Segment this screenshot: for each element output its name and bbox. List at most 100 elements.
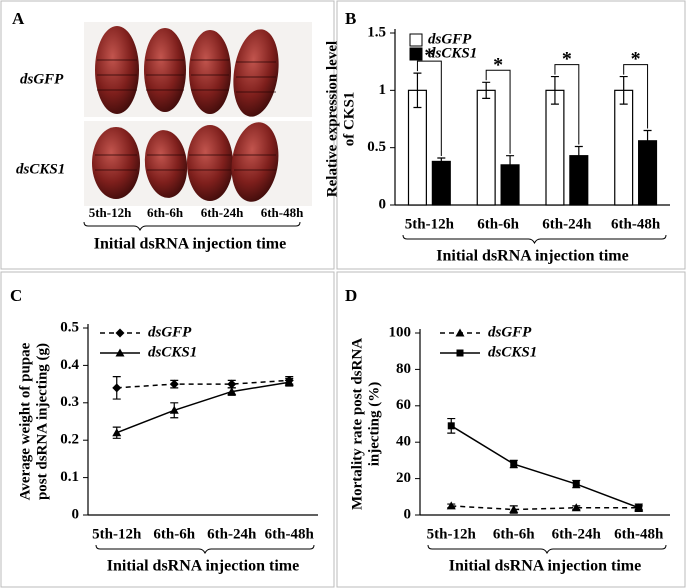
significance-bracket [623, 64, 649, 129]
significance-bracket [416, 60, 442, 156]
error-bar [506, 155, 515, 175]
marker [284, 377, 294, 386]
x-tick-label: 6th-6h [493, 526, 535, 542]
row-label: dsGFP [20, 71, 64, 87]
marker [509, 505, 519, 514]
significance-bracket [554, 64, 580, 145]
marker [169, 379, 179, 389]
x-tick-label: 6th-48h [611, 216, 661, 232]
series-line [450, 425, 640, 509]
marker [510, 460, 518, 468]
marker [227, 387, 237, 396]
error-bar [437, 157, 446, 166]
panel-label: A [12, 9, 25, 28]
x-axis-title: Initial dsRNA injection time [449, 558, 641, 575]
x-tick-label: 5th-12h [405, 216, 455, 232]
x-tick-label: 6th-24h [207, 526, 257, 542]
error-bar [550, 75, 559, 105]
bar [431, 160, 451, 206]
y-tick-label: 0 [379, 196, 387, 212]
y-axis-title: of CKS1 [341, 92, 357, 147]
y-axis-title: Mortality rate post dsRNA [349, 338, 365, 510]
annotation: * [424, 45, 434, 67]
panel-label: D [345, 286, 357, 305]
y-axis-title: post dsRNA injecting (g) [34, 343, 50, 500]
y-tick-label: 0 [72, 506, 80, 522]
x-axis-title: Initial dsRNA injection time [436, 248, 628, 265]
y-tick-label: 1 [379, 82, 387, 98]
series-line [116, 381, 290, 434]
x-tick-label: 5th-12h [92, 526, 142, 542]
marker [572, 480, 580, 488]
y-tick-label: 0.2 [60, 432, 79, 448]
x-axis-title: Initial dsRNA injection time [107, 558, 299, 575]
marker [635, 504, 643, 512]
series-line [116, 379, 290, 389]
legend-marker [455, 328, 465, 337]
x-axis-title: Initial dsRNA injection time [94, 236, 286, 253]
legend-label: dsGFP [428, 31, 472, 47]
error-bar [643, 129, 652, 152]
marker [169, 405, 179, 414]
photo [84, 22, 312, 206]
x-tick-label: 6th-6h [477, 216, 519, 232]
marker [571, 503, 581, 512]
panel-frame [336, 0, 686, 270]
error-bar [482, 81, 491, 99]
x-tick-label: 6th-48h [614, 526, 664, 542]
marker [112, 428, 122, 437]
y-tick-label: 0.1 [60, 469, 79, 485]
marker [112, 383, 122, 393]
legend-label: dsGFP [488, 324, 532, 340]
y-tick-label: 0.5 [367, 139, 386, 155]
brace [95, 544, 315, 555]
y-tick-label: 0.5 [60, 319, 79, 335]
bar [614, 89, 634, 206]
bar [545, 89, 565, 206]
legend-label: dsGFP [148, 324, 192, 340]
series-line [451, 505, 639, 511]
brace [427, 544, 667, 555]
significance-bracket [485, 69, 511, 154]
y-tick-label: 20 [396, 470, 411, 486]
panel-frame [0, 0, 335, 270]
error-bar [574, 145, 583, 166]
error-bar [413, 72, 422, 109]
annotation: * [562, 48, 572, 70]
panel-label: C [10, 286, 22, 305]
legend-swatch [409, 47, 423, 61]
y-axis-title: Relative expression level [324, 41, 340, 197]
legend-swatch [409, 33, 423, 47]
panel-frame [0, 271, 335, 588]
brace [402, 234, 667, 245]
legend-marker [115, 348, 125, 357]
y-tick-label: 0.4 [60, 357, 79, 373]
marker [227, 379, 237, 389]
legend-marker [456, 349, 464, 357]
x-tick-label: 5th-12h [427, 526, 477, 542]
y-tick-label: 1.5 [367, 24, 386, 40]
marker [447, 422, 455, 430]
x-tick-label: 6th-48h [265, 526, 315, 542]
y-axis-title: injecting (%) [366, 382, 382, 467]
legend-label: dsCKS1 [488, 344, 537, 360]
y-axis-title: Average weight of pupae [17, 342, 33, 500]
category-label: 6th-48h [261, 205, 304, 220]
marker [446, 501, 456, 510]
y-tick-label: 100 [389, 324, 412, 340]
legend-label: dsCKS1 [428, 45, 477, 61]
category-label: 5th-12h [89, 205, 132, 220]
panel-label: B [345, 9, 356, 28]
panel-frame [336, 271, 686, 588]
legend-label: dsCKS1 [148, 344, 197, 360]
y-tick-label: 80 [396, 361, 411, 377]
annotation: * [631, 48, 641, 70]
y-tick-label: 40 [396, 434, 411, 450]
category-label: 6th-24h [201, 205, 244, 220]
annotation: * [493, 54, 503, 76]
error-bar [619, 75, 628, 105]
row-label: dsCKS1 [16, 161, 65, 177]
category-label: 6th-6h [147, 205, 184, 220]
legend-marker [115, 328, 125, 338]
